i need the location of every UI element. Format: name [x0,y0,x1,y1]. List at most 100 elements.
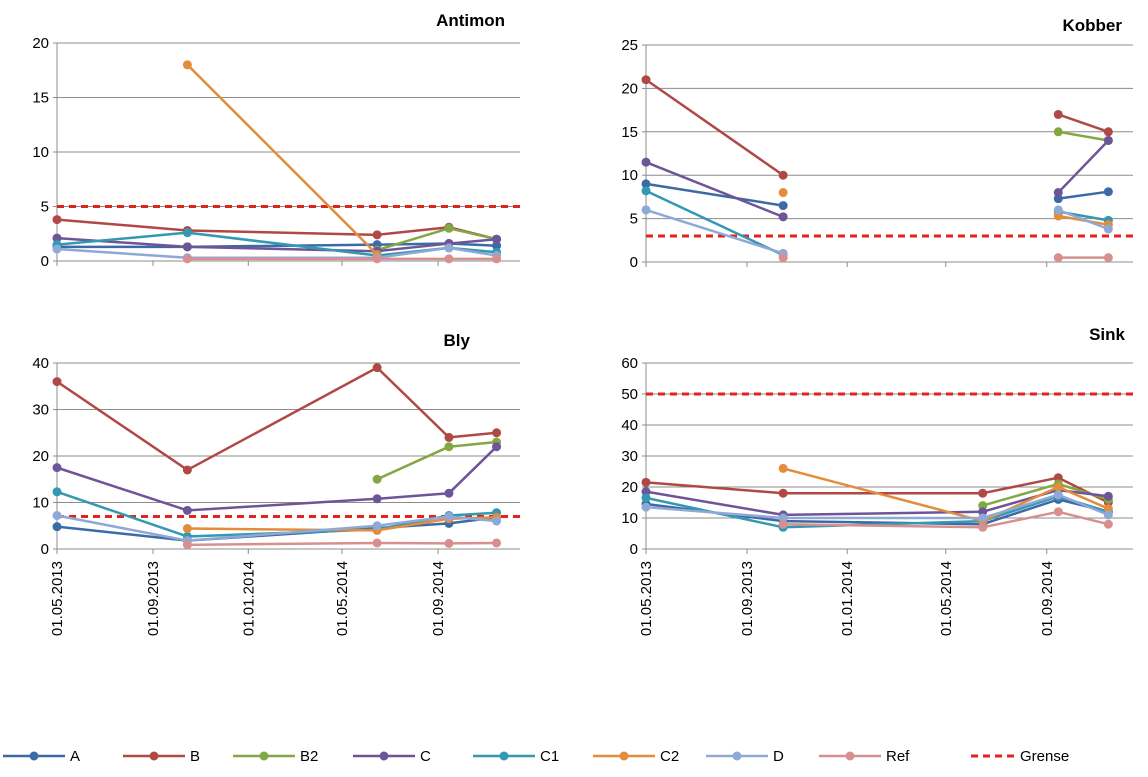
data-point [372,230,382,240]
data-point [372,474,382,484]
series-line [645,161,784,219]
data-point [778,519,788,529]
data-point [1053,127,1063,137]
legend-item-c: C [353,748,431,765]
x-tick-label: 01.01.2014 [839,561,856,636]
data-point [52,463,62,473]
data-point [778,188,788,198]
legend-label: D [773,748,784,765]
legend-marker [619,751,629,761]
data-point [52,487,62,497]
data-point [444,243,454,253]
series-ref [182,254,502,264]
chart-title: Antimon [436,11,505,30]
data-point [978,522,988,532]
data-point [182,524,192,534]
series-b2 [372,437,502,484]
data-point [372,521,382,531]
legend-label: C2 [660,748,679,765]
x-tick-label: 01.05.2014 [938,561,955,636]
data-point [1053,490,1063,500]
y-tick-label: 20 [32,448,49,465]
data-point [444,223,454,233]
data-point [1053,473,1063,483]
x-tick-label: 01.09.2013 [145,561,162,636]
chart-title: Sink [1089,325,1125,344]
series-line [645,208,784,255]
x-tick-label: 01.09.2014 [1039,561,1056,636]
data-point [778,463,788,473]
legend-label: A [70,748,80,765]
series-c [52,442,502,515]
series-line [187,541,497,547]
data-point [641,477,651,487]
legend-label: C1 [540,748,559,765]
y-tick-label: 40 [621,417,638,434]
y-tick-label: 5 [41,199,49,216]
legend-label: B [190,748,200,765]
series-c1 [641,186,1113,260]
data-point [778,253,788,263]
x-tick-label: 01.01.2014 [240,561,257,636]
data-point [778,488,788,498]
chart-panel-sink: 0 10 20 30 40 50 60 01.05.2013 01.09.2013 01.01.2… [621,325,1133,636]
series-line [645,189,784,257]
data-point [1103,510,1113,520]
legend-label: Grense [1020,748,1069,765]
y-tick-label: 15 [621,124,638,141]
x-tick-label: 01.05.2013 [638,561,655,636]
data-point [778,212,788,222]
data-point [1103,135,1113,145]
data-point [641,179,651,189]
y-tick-label: 10 [621,167,638,184]
data-point [641,487,651,497]
legend-label: B2 [300,748,318,765]
series-line [783,510,1109,529]
data-point [492,254,502,264]
data-point [372,494,382,504]
series-d [52,511,502,546]
legend-item-a: A [3,748,80,765]
data-point [978,513,988,523]
y-tick-label: 0 [41,253,49,270]
y-tick-label: 0 [41,541,49,558]
x-tick-label: 01.09.2013 [739,561,756,636]
data-point [1103,127,1113,137]
series-line [645,78,784,177]
data-point [1053,188,1063,198]
series-line [376,440,497,481]
legend-marker [149,751,159,761]
y-tick-label: 40 [32,355,49,372]
series-line [1057,113,1109,133]
data-point [372,363,382,373]
data-point [1103,253,1113,263]
data-point [1053,482,1063,492]
y-tick-label: 30 [621,448,638,465]
series-line [1058,130,1109,142]
data-point [1053,507,1063,517]
data-point [1103,224,1113,234]
data-point [182,242,192,252]
y-tick-label: 10 [32,144,49,161]
series-a [641,179,1113,211]
data-point [778,170,788,180]
data-point [182,505,192,515]
data-point [444,538,454,548]
y-tick-label: 10 [621,510,638,527]
y-tick-label: 0 [630,541,638,558]
series-c [641,135,1113,222]
series-line [1057,139,1110,194]
series-line [376,227,497,252]
y-tick-label: 5 [630,211,638,228]
data-point [1103,504,1113,514]
series-d [641,205,1113,258]
series-line [1057,208,1109,231]
x-tick-label: 01.09.2014 [430,561,447,636]
series-c2 [182,60,382,259]
legend-item-c2: C2 [593,748,679,765]
y-tick-label: 20 [621,80,638,97]
legend-marker [379,751,389,761]
data-point [641,157,651,167]
chart-panel-kobber: 0 5 10 15 20 25 Kobber [621,16,1133,271]
y-tick-label: 20 [621,479,638,496]
